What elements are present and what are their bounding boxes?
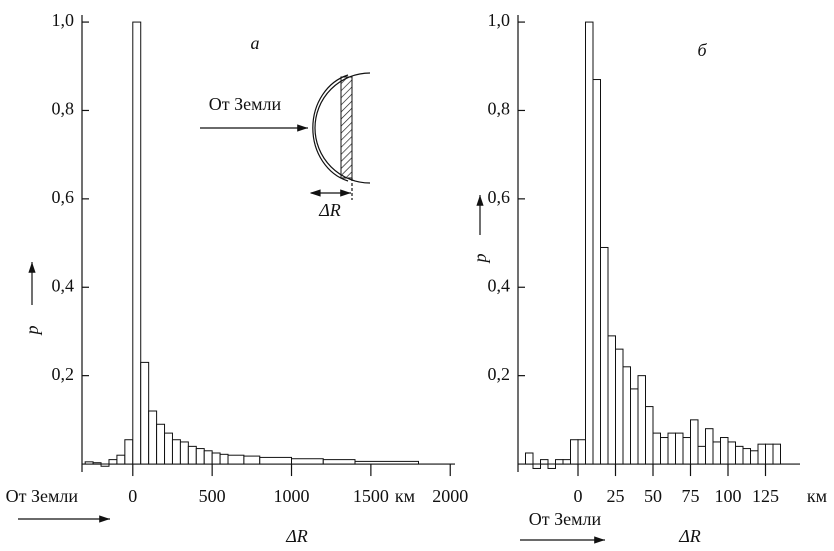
x-tick-label: 75 (682, 486, 700, 506)
bar (675, 432, 684, 465)
bar (682, 437, 691, 465)
bar (615, 348, 624, 465)
x-axis-label: ΔR (285, 526, 308, 546)
x-tick-label: 500 (199, 486, 226, 506)
inset-surface (312, 74, 349, 182)
bar (156, 423, 166, 465)
y-axis-label: p (22, 326, 42, 337)
y-tick-label: 0,4 (52, 275, 75, 295)
x-tick-label: 1500 (353, 486, 389, 506)
bar (652, 432, 661, 465)
bar (630, 388, 639, 465)
bar (772, 443, 781, 465)
x-tick-label: 0 (128, 486, 137, 506)
bar (750, 450, 759, 465)
y-tick-label: 0,2 (52, 364, 75, 384)
x-axis-label: ΔR (678, 526, 701, 546)
y-axis-label: p (470, 254, 490, 265)
x-unit: км (395, 486, 415, 506)
bar (148, 410, 158, 465)
bar (219, 453, 229, 465)
inset-layer (340, 76, 353, 179)
bar (757, 443, 766, 465)
bar (697, 445, 706, 465)
bar (660, 437, 669, 465)
x-tick-label: 0 (574, 486, 583, 506)
bar (765, 443, 774, 465)
bar (547, 463, 556, 469)
bar (645, 406, 654, 465)
inset-width-label: ΔR (318, 200, 341, 220)
bar (720, 437, 729, 465)
y-tick-label: 0,2 (488, 364, 511, 384)
bar (100, 463, 110, 467)
x-tick-label: 2000 (432, 486, 468, 506)
y-tick-label: 1,0 (52, 10, 75, 30)
bar (637, 375, 646, 465)
bar (592, 79, 601, 465)
bar (195, 448, 205, 465)
bar (243, 455, 261, 465)
inset-arrow-label: От Земли (209, 94, 282, 114)
bar (585, 21, 594, 465)
bar (667, 432, 676, 465)
direction-label: От Земли (529, 509, 602, 529)
y-tick-label: 0,8 (52, 99, 75, 119)
bar (322, 459, 356, 465)
direction-label: От Земли (6, 486, 79, 506)
x-tick-label: 125 (752, 486, 779, 506)
bar (532, 463, 541, 469)
x-tick-label: 100 (715, 486, 742, 506)
bar (540, 459, 549, 465)
bar (600, 246, 609, 465)
bar (227, 454, 245, 465)
y-tick-label: 0,6 (52, 187, 75, 207)
x-tick-label: 50 (644, 486, 662, 506)
bar (705, 428, 714, 465)
bar (164, 432, 173, 465)
bar (84, 461, 94, 465)
x-unit: км (807, 486, 827, 506)
bar (562, 459, 571, 465)
bar (108, 459, 118, 465)
bar (712, 441, 721, 465)
bar (187, 445, 197, 465)
bar (203, 450, 213, 465)
panel-label: б (697, 40, 707, 60)
y-tick-label: 0,8 (488, 99, 511, 119)
x-tick-label: 1000 (274, 486, 310, 506)
bar (92, 462, 102, 465)
bar (179, 441, 189, 465)
inset-diagram: От Земли ΔR (200, 72, 371, 220)
bar (690, 419, 699, 465)
bar (570, 439, 579, 465)
bar (622, 366, 631, 465)
bar (735, 445, 744, 465)
x-tick-label: 25 (607, 486, 625, 506)
bar (525, 452, 534, 465)
bar (116, 454, 126, 465)
y-tick-label: 0,4 (488, 275, 511, 295)
bar (555, 459, 564, 465)
bar (727, 441, 736, 465)
bar (132, 21, 142, 465)
bar (291, 458, 324, 465)
y-tick-label: 0,6 (488, 187, 511, 207)
panel-label: а (251, 33, 260, 53)
bar (140, 361, 150, 465)
bar (742, 448, 751, 465)
y-tick-label: 1,0 (488, 10, 511, 30)
bar (259, 456, 293, 465)
bar (211, 452, 221, 465)
bar (171, 439, 181, 465)
bar (124, 439, 134, 465)
bar (577, 439, 586, 465)
bar (607, 335, 616, 465)
bar (354, 460, 419, 465)
